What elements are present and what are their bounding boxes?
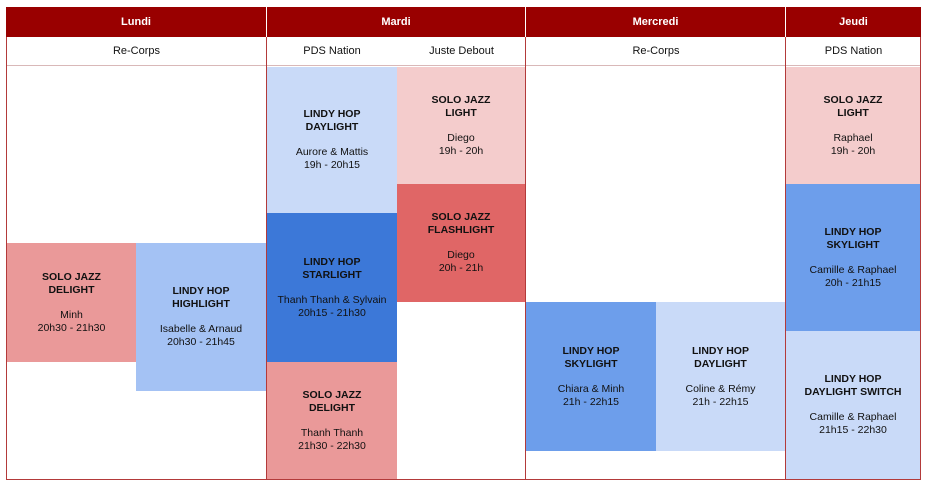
class-card[interactable]: SOLO JAZZ DELIGHT Minh 20h30 - 21h30 [7, 243, 136, 362]
class-time: 20h30 - 21h45 [167, 336, 235, 348]
column-border-mardi-mercredi [525, 37, 526, 480]
column-border-right [920, 37, 921, 480]
class-teachers: Thanh Thanh & Sylvain [277, 293, 387, 306]
class-time: 20h - 21h [438, 262, 484, 274]
class-teachers: Coline & Rémy [685, 382, 756, 395]
class-title: LINDY HOP HIGHLIGHT [172, 285, 230, 310]
class-title: LINDY HOP DAYLIGHT [692, 344, 749, 370]
class-title: SOLO JAZZ LIGHT [431, 93, 491, 119]
class-teachers: Camille & Raphael [809, 263, 897, 276]
venue-jeudi: PDS Nation [786, 37, 921, 66]
class-title: LINDY HOP DAYLIGHT [303, 108, 361, 133]
class-title: LINDY HOP SKYLIGHT [562, 344, 620, 370]
column-border-mercredi-jeudi [785, 37, 786, 480]
class-teachers: Chiara & Minh [557, 382, 625, 395]
class-card[interactable]: LINDY HOP STARLIGHT Thanh Thanh & Sylvai… [267, 213, 397, 362]
day-header-mercredi: Mercredi [526, 7, 786, 37]
class-teachers: Diego [447, 131, 475, 144]
class-time: 19h - 20h [438, 144, 484, 157]
class-teachers: Aurore & Mattis [295, 146, 369, 158]
class-card[interactable]: LINDY HOP DAYLIGHT Coline & Rémy 21h - 2… [656, 302, 785, 451]
class-card[interactable]: LINDY HOP SKYLIGHT Chiara & Minh 21h - 2… [526, 302, 656, 451]
class-title: SOLO JAZZ FLASHLIGHT [427, 211, 495, 236]
column-border-left [6, 37, 7, 480]
class-time: 21h15 - 22h30 [819, 424, 887, 436]
class-title: LINDY HOP DAYLIGHT SWITCH [804, 373, 902, 398]
day-header-jeudi: Jeudi [786, 7, 921, 37]
class-teachers: Minh [60, 308, 83, 321]
class-title: LINDY HOP STARLIGHT [302, 255, 362, 281]
class-card[interactable]: SOLO JAZZ LIGHT Diego 19h - 20h [397, 67, 525, 184]
class-time: 21h - 22h15 [692, 395, 749, 408]
class-time: 20h - 21h15 [824, 276, 882, 289]
class-time: 20h15 - 21h30 [298, 306, 366, 319]
class-teachers: Raphael [833, 131, 873, 144]
venue-lundi: Re-Corps [6, 37, 267, 66]
class-card[interactable]: LINDY HOP DAYLIGHT Aurore & Mattis 19h -… [267, 67, 397, 213]
venue-mardi-juste-debout: Juste Debout [397, 37, 526, 66]
class-card[interactable]: SOLO JAZZ FLASHLIGHT Diego 20h - 21h [397, 184, 525, 302]
class-card[interactable]: LINDY HOP HIGHLIGHT Isabelle & Arnaud 20… [136, 243, 266, 391]
class-title: SOLO JAZZ DELIGHT [302, 388, 362, 414]
class-title: SOLO JAZZ DELIGHT [42, 270, 101, 296]
class-time: 19h - 20h [830, 144, 876, 157]
class-teachers: Camille & Raphael [809, 411, 897, 423]
venue-mardi-pds: PDS Nation [267, 37, 397, 66]
class-teachers: Diego [447, 249, 475, 261]
class-card[interactable]: LINDY HOP DAYLIGHT SWITCH Camille & Raph… [786, 331, 920, 479]
class-time: 21h - 22h15 [562, 395, 620, 408]
day-header-lundi: Lundi [6, 7, 267, 37]
bottom-border [6, 479, 921, 480]
day-header-mardi: Mardi [267, 7, 526, 37]
venue-mercredi: Re-Corps [526, 37, 786, 66]
class-card[interactable]: SOLO JAZZ LIGHT Raphael 19h - 20h [786, 67, 920, 184]
class-card[interactable]: LINDY HOP SKYLIGHT Camille & Raphael 20h… [786, 184, 920, 331]
class-card[interactable]: SOLO JAZZ DELIGHT Thanh Thanh 21h30 - 22… [267, 362, 397, 479]
class-title: SOLO JAZZ LIGHT [823, 93, 883, 119]
class-teachers: Thanh Thanh [300, 426, 364, 439]
column-border-lundi-mardi [266, 37, 267, 480]
class-time: 20h30 - 21h30 [37, 321, 106, 334]
class-time: 21h30 - 22h30 [298, 439, 366, 452]
class-teachers: Isabelle & Arnaud [159, 323, 243, 335]
class-title: LINDY HOP SKYLIGHT [824, 225, 882, 251]
class-time: 19h - 20h15 [303, 159, 361, 171]
